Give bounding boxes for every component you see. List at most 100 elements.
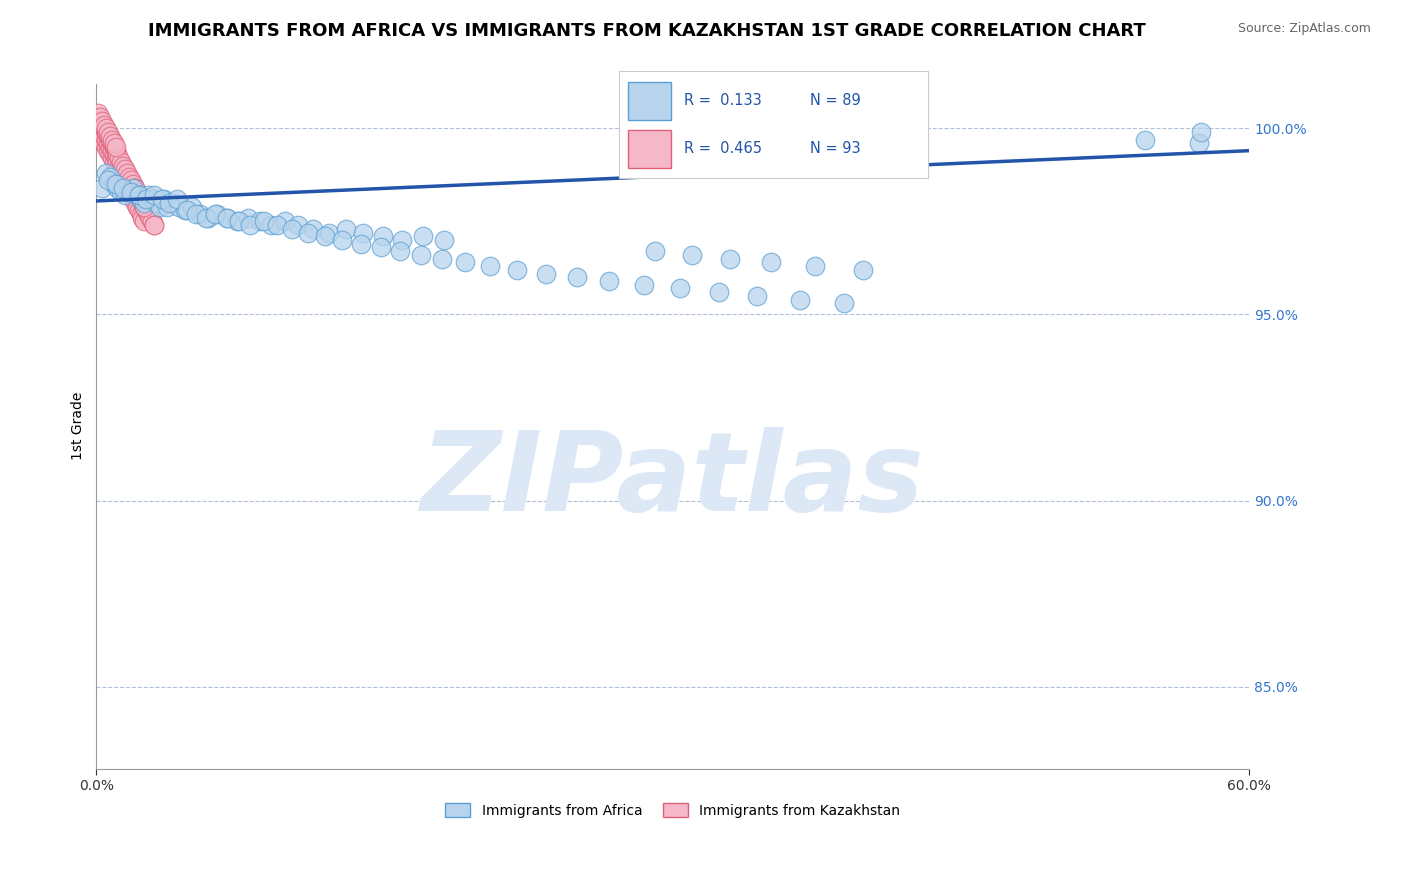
Point: [633, 277, 655, 292]
Point: [598, 274, 620, 288]
Point: [166, 192, 188, 206]
Point: [115, 166, 138, 180]
Point: [103, 154, 125, 169]
Bar: [628, 130, 671, 168]
Point: [87, 114, 110, 128]
Point: [93, 136, 115, 151]
Point: [173, 203, 195, 218]
Point: [135, 203, 157, 218]
Point: [207, 207, 229, 221]
Point: [120, 185, 142, 199]
Point: [94, 121, 117, 136]
Point: [433, 233, 456, 247]
Point: [87, 106, 110, 120]
Point: [197, 211, 219, 225]
Point: [215, 211, 238, 225]
Point: [804, 259, 827, 273]
Point: [188, 207, 211, 221]
Point: [121, 177, 143, 191]
Point: [124, 181, 146, 195]
Point: [287, 218, 309, 232]
Point: [104, 177, 127, 191]
Point: [176, 203, 198, 218]
Point: [391, 233, 413, 247]
Point: [352, 226, 374, 240]
Point: [162, 195, 184, 210]
Point: [97, 128, 120, 143]
Point: [93, 121, 115, 136]
Point: [335, 222, 357, 236]
Point: [94, 125, 117, 139]
Point: [118, 185, 141, 199]
Point: [98, 147, 121, 161]
Point: [91, 114, 114, 128]
Point: [139, 211, 162, 225]
Point: [136, 207, 159, 221]
Point: [94, 132, 117, 146]
Point: [350, 236, 373, 251]
Point: [225, 214, 247, 228]
Point: [314, 229, 336, 244]
Point: [118, 185, 141, 199]
Point: [89, 128, 111, 143]
Point: [718, 252, 741, 266]
Point: [135, 192, 157, 206]
Point: [121, 192, 143, 206]
Point: [239, 218, 262, 232]
Point: [104, 159, 127, 173]
Legend: Immigrants from Africa, Immigrants from Kazakhstan: Immigrants from Africa, Immigrants from …: [440, 797, 905, 823]
Point: [128, 188, 150, 202]
Text: Source: ZipAtlas.com: Source: ZipAtlas.com: [1237, 22, 1371, 36]
Point: [100, 136, 122, 151]
Point: [432, 252, 454, 266]
Point: [97, 128, 120, 143]
Point: [98, 132, 121, 146]
Point: [143, 218, 166, 232]
Point: [318, 226, 340, 240]
Text: N = 93: N = 93: [810, 141, 860, 156]
Point: [297, 226, 319, 240]
Point: [89, 121, 111, 136]
Point: [143, 218, 166, 232]
Point: [118, 177, 141, 191]
Point: [143, 188, 166, 202]
Point: [107, 154, 129, 169]
Text: IMMIGRANTS FROM AFRICA VS IMMIGRANTS FROM KAZAKHSTAN 1ST GRADE CORRELATION CHART: IMMIGRANTS FROM AFRICA VS IMMIGRANTS FRO…: [148, 22, 1146, 40]
Point: [103, 136, 125, 151]
Point: [150, 192, 173, 206]
Point: [112, 159, 135, 173]
Point: [87, 110, 110, 124]
Point: [91, 125, 114, 139]
Point: [534, 267, 557, 281]
Point: [112, 173, 135, 187]
Point: [120, 188, 142, 202]
Point: [249, 214, 271, 228]
Point: [152, 192, 174, 206]
Point: [125, 185, 148, 199]
Point: [104, 140, 127, 154]
Point: [91, 118, 114, 132]
Point: [644, 244, 666, 259]
Point: [236, 211, 259, 225]
Point: [789, 293, 811, 307]
Point: [157, 195, 180, 210]
Point: [108, 166, 131, 180]
Point: [134, 195, 156, 210]
Point: [107, 181, 129, 195]
Point: [103, 147, 125, 161]
Point: [100, 144, 122, 158]
Point: [409, 248, 432, 262]
Point: [370, 240, 392, 254]
Point: [94, 140, 117, 154]
Point: [131, 211, 153, 225]
Point: [107, 147, 129, 161]
Point: [134, 200, 156, 214]
Point: [107, 162, 129, 177]
Point: [112, 166, 135, 180]
Point: [87, 125, 110, 139]
Point: [97, 173, 120, 187]
Point: [479, 259, 502, 273]
Point: [134, 200, 156, 214]
Point: [112, 181, 135, 195]
Point: [110, 169, 132, 184]
